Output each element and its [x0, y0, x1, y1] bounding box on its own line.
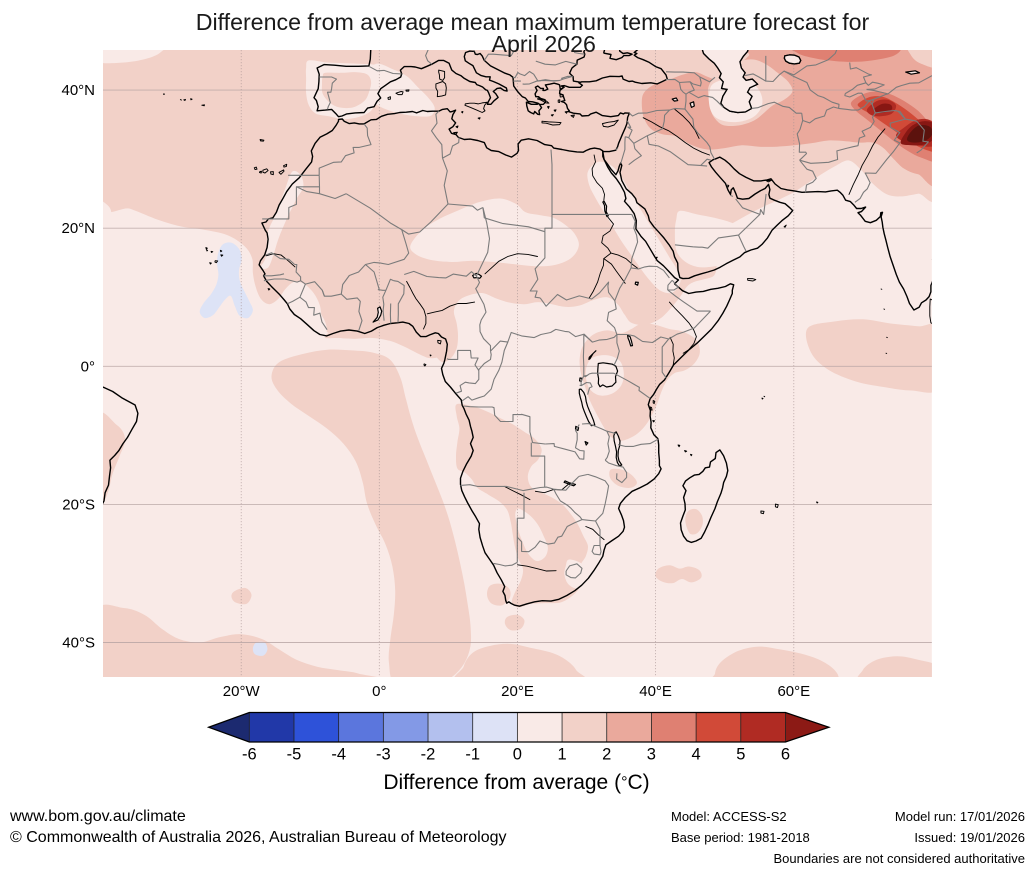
svg-text:1: 1 — [558, 746, 567, 764]
svg-text:Model: ACCESS-S2: Model: ACCESS-S2 — [671, 809, 787, 824]
svg-text:April 2026: April 2026 — [491, 31, 595, 57]
svg-text:20°W: 20°W — [223, 683, 261, 700]
svg-text:0: 0 — [513, 746, 522, 764]
svg-text:© Commonwealth of Australia 20: © Commonwealth of Australia 2026, Austra… — [10, 829, 507, 846]
svg-text:-6: -6 — [242, 746, 257, 764]
svg-text:Boundaries are not considered: Boundaries are not considered authoritat… — [774, 851, 1026, 866]
svg-text:40°S: 40°S — [62, 635, 95, 652]
svg-text:-5: -5 — [287, 746, 302, 764]
svg-text:20°N: 20°N — [61, 220, 95, 237]
svg-text:5: 5 — [736, 746, 745, 764]
svg-text:0°: 0° — [81, 358, 95, 375]
svg-text:40°E: 40°E — [639, 683, 672, 700]
svg-text:3: 3 — [647, 746, 656, 764]
svg-text:Difference from average (°C): Difference from average (°C) — [383, 771, 649, 794]
svg-text:www.bom.gov.au/climate: www.bom.gov.au/climate — [9, 808, 186, 825]
svg-text:Issued: 19/01/2026: Issued: 19/01/2026 — [914, 830, 1025, 845]
svg-text:-3: -3 — [376, 746, 391, 764]
svg-text:20°E: 20°E — [501, 683, 534, 700]
svg-text:40°N: 40°N — [61, 82, 95, 99]
svg-text:Base period: 1981-2018: Base period: 1981-2018 — [671, 830, 810, 845]
svg-text:2: 2 — [602, 746, 611, 764]
svg-text:-4: -4 — [331, 746, 346, 764]
svg-text:20°S: 20°S — [62, 496, 95, 513]
svg-text:6: 6 — [781, 746, 790, 764]
svg-text:-2: -2 — [421, 746, 436, 764]
svg-text:0°: 0° — [372, 683, 386, 700]
svg-text:Difference from average mean m: Difference from average mean maximum tem… — [196, 9, 870, 35]
svg-text:-1: -1 — [465, 746, 480, 764]
svg-text:Model run: 17/01/2026: Model run: 17/01/2026 — [895, 809, 1025, 824]
svg-text:4: 4 — [692, 746, 701, 764]
svg-text:60°E: 60°E — [777, 683, 810, 700]
